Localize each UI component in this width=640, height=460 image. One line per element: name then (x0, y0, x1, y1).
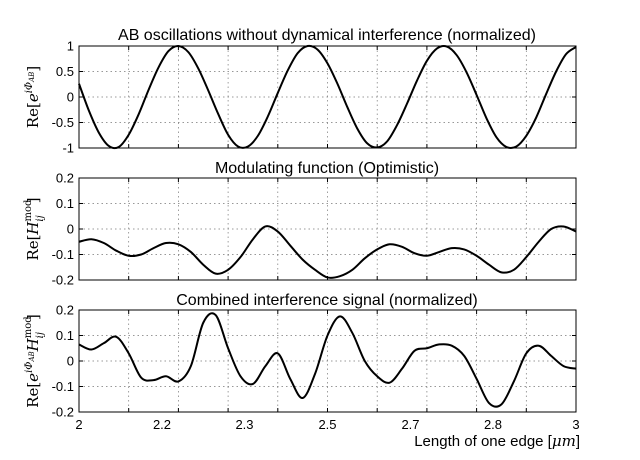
y-tick-label: 0.2 (56, 303, 74, 318)
series-line (78, 225, 577, 279)
panel3-plot: 0.2 0.1 0 -0.1 -0.22 2.2 2.3 2.5 2.7 2.8 3 (52, 303, 580, 433)
y-tick-label: -1 (62, 141, 74, 156)
x-tick-label: 2 (75, 417, 82, 432)
x-axis-label: Length of one edge [μm] (414, 432, 580, 450)
y-tick-label: -0.5 (52, 115, 74, 130)
panel2-ylabel: Re[Hmodij] (23, 197, 46, 260)
x-tick-label: 2.7 (401, 417, 419, 432)
series-line (78, 44, 577, 150)
panel3-title: Combined interference signal (normalized… (176, 292, 477, 309)
panel1-title: AB oscillations without dynamical interf… (118, 27, 536, 44)
x-tick-label: 2.5 (318, 417, 336, 432)
series-line (78, 312, 577, 408)
y-tick-label: -0.1 (52, 247, 74, 262)
panel3-ylabel: Re[eiΦABHmodij] (23, 314, 46, 408)
panel2-title: Modulating function (Optimistic) (215, 160, 439, 177)
y-tick-label: 0.5 (56, 64, 74, 79)
x-tick-label: 2.2 (153, 417, 171, 432)
x-tick-label: 3 (572, 417, 579, 432)
y-tick-label: 0.2 (56, 171, 74, 186)
y-tick-label: 1 (67, 39, 74, 54)
y-tick-label: 0.1 (56, 196, 74, 211)
y-tick-label: 0 (67, 90, 74, 105)
x-tick-label: 2.3 (235, 417, 253, 432)
y-tick-label: -0.1 (52, 379, 74, 394)
y-tick-label: -0.2 (52, 273, 74, 288)
x-tick-label: 2.8 (484, 417, 502, 432)
y-tick-label: 0.1 (56, 328, 74, 343)
panel1-plot: 1 0.5 0 -0.5 -1 (52, 39, 577, 156)
panel2-plot: 0.2 0.1 0 -0.1 -0.2 (52, 171, 577, 288)
y-tick-label: 0 (67, 222, 74, 237)
y-tick-label: 0 (67, 354, 74, 369)
y-tick-label: -0.2 (52, 405, 74, 420)
panel1-ylabel: Re[eiΦAB] (24, 66, 42, 128)
